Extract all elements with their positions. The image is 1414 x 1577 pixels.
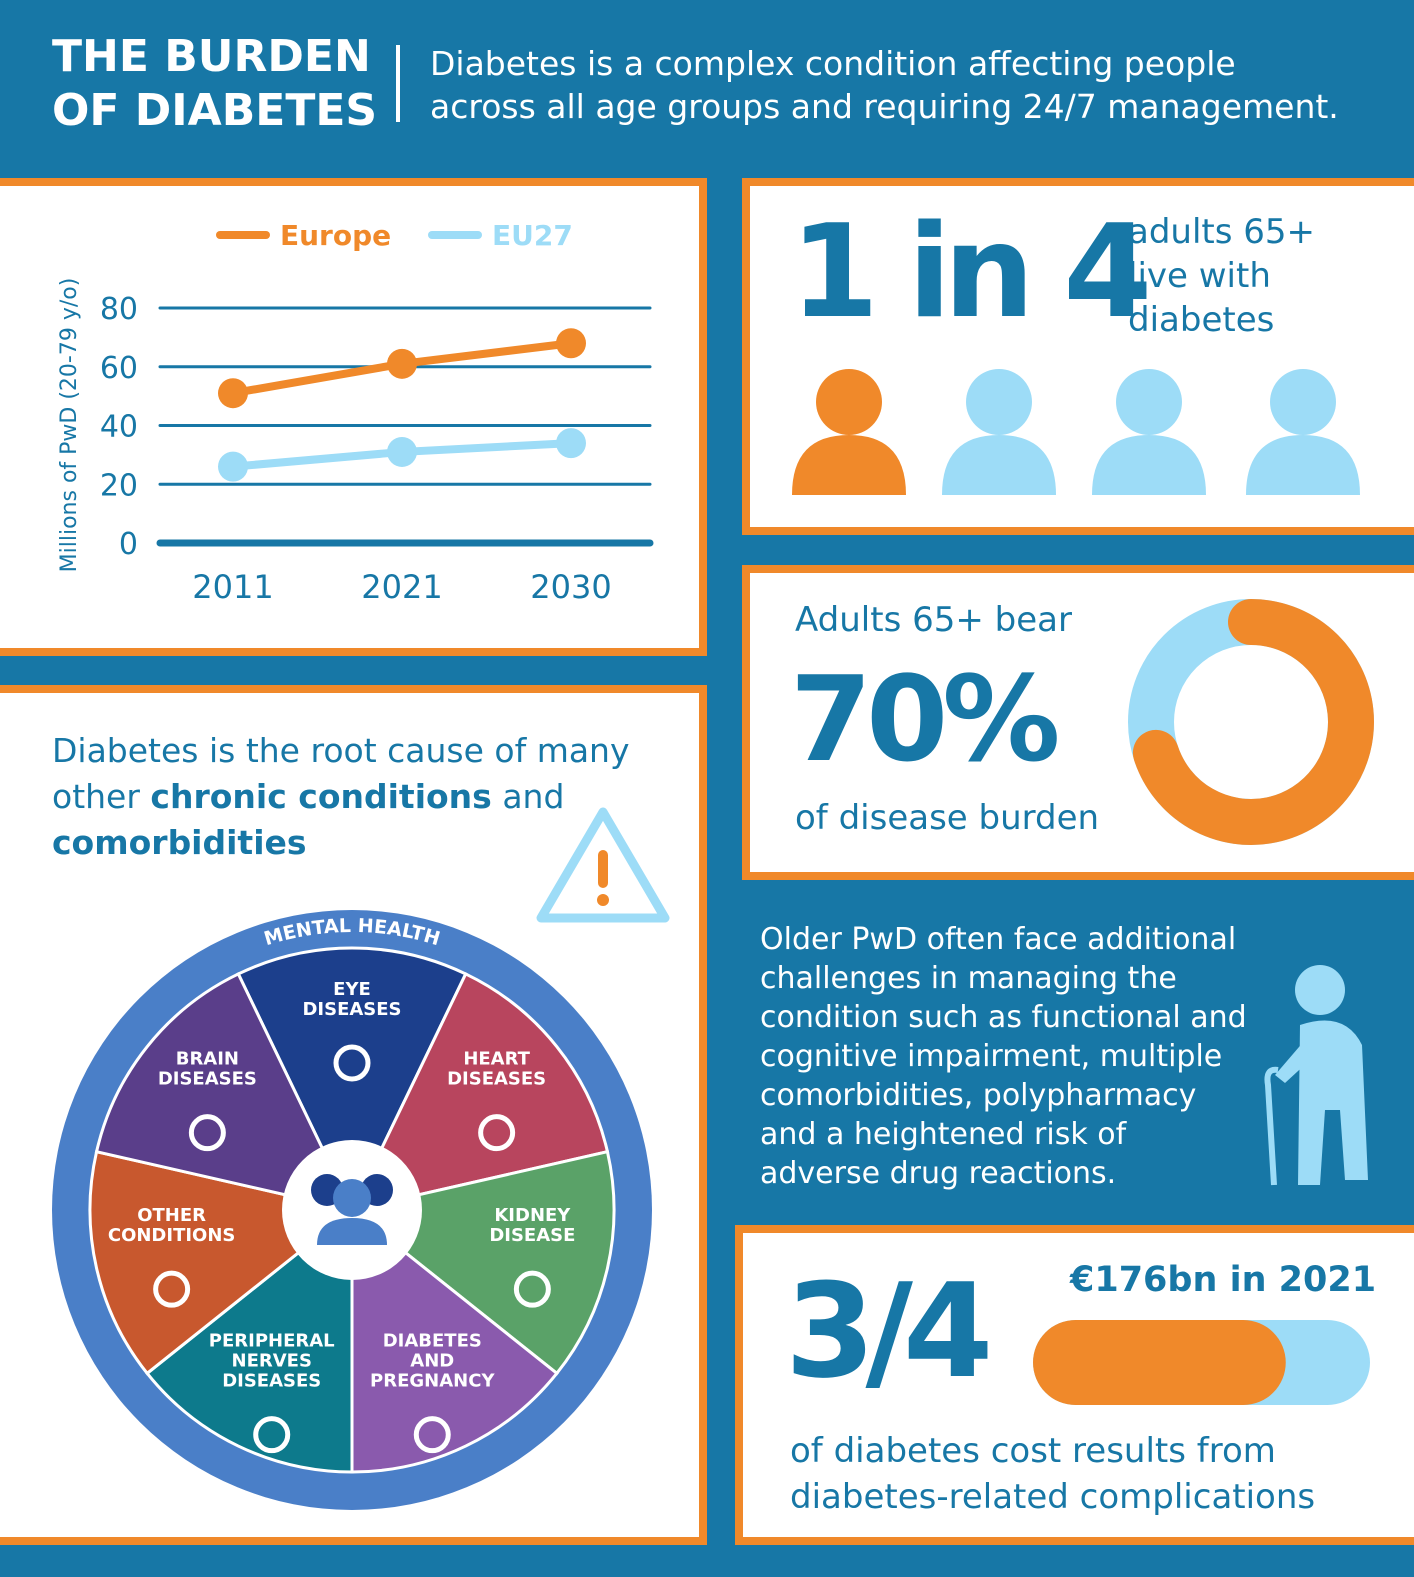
segment-label-line: CONDITIONS [108, 1225, 236, 1246]
text-line: and a heightened risk of [760, 1117, 1127, 1152]
wheel-segment [94, 971, 355, 1213]
bold-text: comorbidities [52, 823, 307, 862]
elderly-icon [1264, 965, 1368, 1186]
point [387, 348, 417, 379]
text-line: adults 65+ [1128, 212, 1316, 252]
segment-icon [333, 1044, 371, 1082]
title-line: OF DIABETES [52, 85, 378, 136]
segment-label: PERIPHERAL NERVES DISEASES [209, 1331, 335, 1392]
donut-arc [1132, 599, 1374, 845]
y-tick-label: 60 [100, 351, 138, 386]
cost-share: 3/4 [785, 1255, 993, 1407]
segment-label: BRAIN DISEASES [158, 1049, 257, 1090]
wheel-segment [145, 1206, 354, 1474]
x-tick-label: 2021 [361, 568, 442, 606]
y-tick-label: 80 [100, 292, 138, 327]
center-icon [317, 1218, 387, 1245]
text-line: diabetes [1128, 300, 1275, 340]
segment-label-line: EYE [333, 979, 371, 1000]
segment-label-line: AND [410, 1351, 454, 1372]
segment-icon [153, 1270, 191, 1308]
text-line: live with [1128, 256, 1271, 296]
title: THE BURDEN OF DIABETES [52, 30, 377, 138]
segment-label-line: DISEASE [489, 1225, 575, 1246]
text-line: cognitive impairment, multiple [760, 1039, 1223, 1074]
cost-text: of diabetes cost results from diabetes-re… [790, 1428, 1315, 1520]
text-line: comorbidities, polypharmacy [760, 1078, 1197, 1113]
segment-label-line: DISEASES [222, 1371, 321, 1392]
text: Diabetes is the root cause of many other [52, 731, 630, 816]
segment-label-line: BRAIN [176, 1049, 239, 1070]
segment-label: KIDNEY DISEASE [489, 1205, 575, 1246]
bar [1033, 1320, 1286, 1405]
subtitle-line: across all age groups and requiring 24/7… [430, 87, 1339, 126]
segment-icon [253, 1416, 291, 1454]
point [387, 436, 417, 467]
legend-label: EU27 [492, 219, 573, 252]
warning-icon [536, 807, 670, 923]
burden-intro: Adults 65+ bear [795, 600, 1072, 640]
segment-label-line: PERIPHERAL [209, 1331, 335, 1352]
point [218, 451, 248, 482]
segment-icon [188, 1114, 226, 1152]
wheel-segment [350, 1206, 559, 1474]
x-tick-label: 2030 [530, 568, 611, 606]
segment-label: HEART DISEASES [447, 1049, 546, 1090]
ratio-text: adults 65+ live with diabetes [1128, 210, 1315, 342]
subtitle: Diabetes is a complex condition affectin… [430, 42, 1339, 128]
y-tick-label: 0 [119, 527, 138, 562]
segment-label-line: KIDNEY [494, 1205, 571, 1226]
text-line: challenges in managing the [760, 961, 1177, 996]
wheel-segment [349, 971, 610, 1213]
text-line: diabetes-related complications [790, 1477, 1316, 1517]
segment-label: EYE DISEASES [302, 979, 401, 1020]
segment-label-line: DISEASES [158, 1069, 257, 1090]
subtitle-line: Diabetes is a complex condition affectin… [430, 44, 1236, 83]
segment-icon [413, 1416, 451, 1454]
y-tick-label: 20 [100, 468, 138, 503]
burden-share: 70% [790, 650, 1060, 788]
challenges-text: Older PwD often face additional challenge… [760, 920, 1247, 1193]
title-line: THE BURDEN [52, 31, 371, 82]
comorbidity-intro: Diabetes is the root cause of many other… [52, 728, 662, 866]
segment-label-line: DISEASES [447, 1069, 546, 1090]
segment-label-line: PREGNANCY [370, 1371, 495, 1392]
text-line: of diabetes cost results from [790, 1431, 1276, 1471]
legend-label: Europe [280, 219, 391, 252]
bold-text: chronic conditions [150, 777, 492, 816]
text-line: adverse drug reactions. [760, 1156, 1117, 1191]
segment-label: DIABETES AND PREGNANCY [370, 1331, 495, 1392]
center-icon [333, 1179, 371, 1217]
point [218, 378, 248, 409]
chart-panel [0, 178, 707, 656]
y-axis-label: Millions of PwD (20-79 y/o) [57, 278, 82, 573]
segment-icon [513, 1270, 551, 1308]
segment-label: OTHER CONDITIONS [108, 1205, 236, 1246]
y-tick-label: 40 [100, 410, 138, 445]
segment-label-line: NERVES [232, 1351, 312, 1372]
x-tick-label: 2011 [192, 568, 273, 606]
burden-text: of disease burden [795, 798, 1100, 838]
segment-label-line: DIABETES [383, 1331, 482, 1352]
segment-icon [478, 1114, 516, 1152]
point [556, 328, 586, 359]
ratio-headline: 1 in 4 [790, 198, 1152, 347]
people-icons [792, 369, 1360, 495]
segment-label-line: HEART [463, 1049, 530, 1070]
segment-label-line: OTHER [137, 1205, 206, 1226]
segment-label-line: DISEASES [302, 999, 401, 1020]
point [556, 428, 586, 459]
cost-amount: €176bn in 2021 [1070, 1260, 1377, 1300]
text-line: condition such as functional and [760, 1000, 1247, 1035]
text: and [491, 777, 565, 816]
text-line: Older PwD often face additional [760, 922, 1237, 957]
